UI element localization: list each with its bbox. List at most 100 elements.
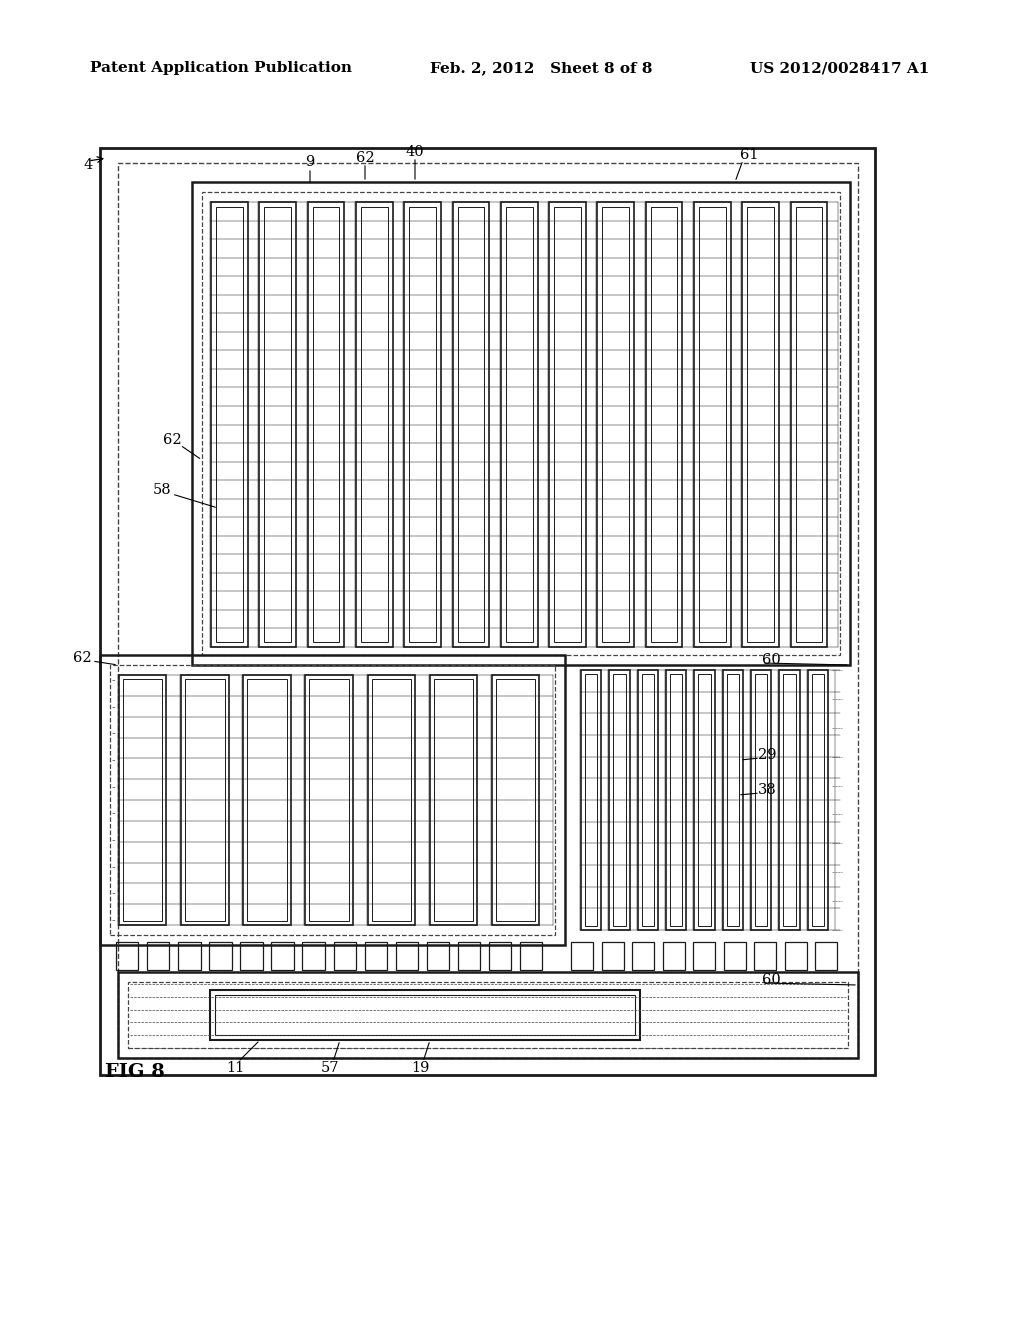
Bar: [751, 671, 771, 931]
Text: 62: 62: [73, 651, 91, 665]
Bar: [651, 207, 678, 642]
Bar: [748, 207, 774, 642]
Bar: [181, 675, 228, 925]
Bar: [410, 207, 436, 642]
Text: FIG 8: FIG 8: [105, 1063, 165, 1081]
Bar: [602, 207, 629, 642]
Bar: [597, 202, 634, 647]
Bar: [118, 972, 858, 1059]
Bar: [791, 202, 827, 647]
Bar: [202, 191, 840, 655]
Bar: [808, 671, 828, 931]
Bar: [694, 671, 715, 931]
Bar: [365, 942, 387, 970]
Bar: [123, 678, 163, 921]
Bar: [110, 665, 555, 935]
Bar: [694, 202, 731, 647]
Bar: [492, 675, 540, 925]
Text: 29: 29: [758, 748, 776, 762]
Text: 60: 60: [762, 653, 780, 667]
Bar: [755, 942, 776, 970]
Bar: [723, 671, 743, 931]
Bar: [100, 655, 565, 945]
Bar: [309, 678, 349, 921]
Bar: [302, 942, 325, 970]
Bar: [434, 678, 473, 921]
Bar: [368, 675, 415, 925]
Bar: [638, 671, 657, 931]
Bar: [784, 942, 807, 970]
Bar: [305, 675, 353, 925]
Bar: [215, 995, 635, 1035]
Bar: [724, 942, 745, 970]
Bar: [663, 942, 685, 970]
Bar: [241, 942, 263, 970]
Bar: [116, 942, 138, 970]
Text: 19: 19: [411, 1061, 429, 1074]
Text: Feb. 2, 2012   Sheet 8 of 8: Feb. 2, 2012 Sheet 8 of 8: [430, 61, 652, 75]
Bar: [693, 942, 715, 970]
Bar: [613, 675, 626, 927]
Bar: [742, 202, 779, 647]
Bar: [356, 202, 392, 647]
Bar: [585, 675, 597, 927]
Bar: [646, 202, 682, 647]
Bar: [211, 202, 248, 647]
Bar: [779, 671, 800, 931]
Bar: [128, 982, 848, 1048]
Bar: [210, 990, 640, 1040]
Text: 62: 62: [355, 150, 375, 165]
Text: 4: 4: [83, 158, 92, 172]
Bar: [458, 942, 480, 970]
Bar: [404, 202, 441, 647]
Bar: [581, 671, 601, 931]
Bar: [178, 942, 201, 970]
Text: 40: 40: [406, 145, 424, 158]
Bar: [520, 942, 543, 970]
Bar: [812, 675, 824, 927]
Text: 58: 58: [153, 483, 171, 498]
Text: 62: 62: [163, 433, 181, 447]
Bar: [193, 182, 850, 665]
Bar: [458, 207, 484, 642]
Bar: [264, 207, 291, 642]
Bar: [642, 675, 654, 927]
Text: 11: 11: [226, 1061, 244, 1074]
Bar: [698, 675, 711, 927]
Bar: [100, 148, 874, 1074]
Bar: [666, 671, 686, 931]
Bar: [815, 942, 838, 970]
Bar: [571, 942, 593, 970]
Text: Patent Application Publication: Patent Application Publication: [90, 61, 352, 75]
Bar: [247, 678, 287, 921]
Text: US 2012/0028417 A1: US 2012/0028417 A1: [750, 61, 930, 75]
Bar: [427, 942, 450, 970]
Bar: [506, 207, 532, 642]
Bar: [453, 202, 489, 647]
Bar: [271, 942, 294, 970]
Text: 38: 38: [758, 783, 777, 797]
Bar: [360, 207, 388, 642]
Bar: [307, 202, 344, 647]
Bar: [209, 942, 231, 970]
Bar: [501, 202, 538, 647]
Bar: [755, 675, 767, 927]
Bar: [549, 202, 586, 647]
Bar: [334, 942, 356, 970]
Text: 57: 57: [321, 1061, 339, 1074]
Bar: [496, 678, 536, 921]
Bar: [147, 942, 169, 970]
Text: 9: 9: [305, 154, 314, 169]
Bar: [119, 675, 167, 925]
Bar: [554, 207, 581, 642]
Bar: [609, 671, 630, 931]
Bar: [796, 207, 822, 642]
Bar: [699, 207, 726, 642]
Bar: [216, 207, 243, 642]
Bar: [727, 675, 739, 927]
Text: 61: 61: [740, 148, 759, 162]
Bar: [670, 675, 682, 927]
Bar: [632, 942, 654, 970]
Bar: [244, 675, 291, 925]
Bar: [312, 207, 339, 642]
